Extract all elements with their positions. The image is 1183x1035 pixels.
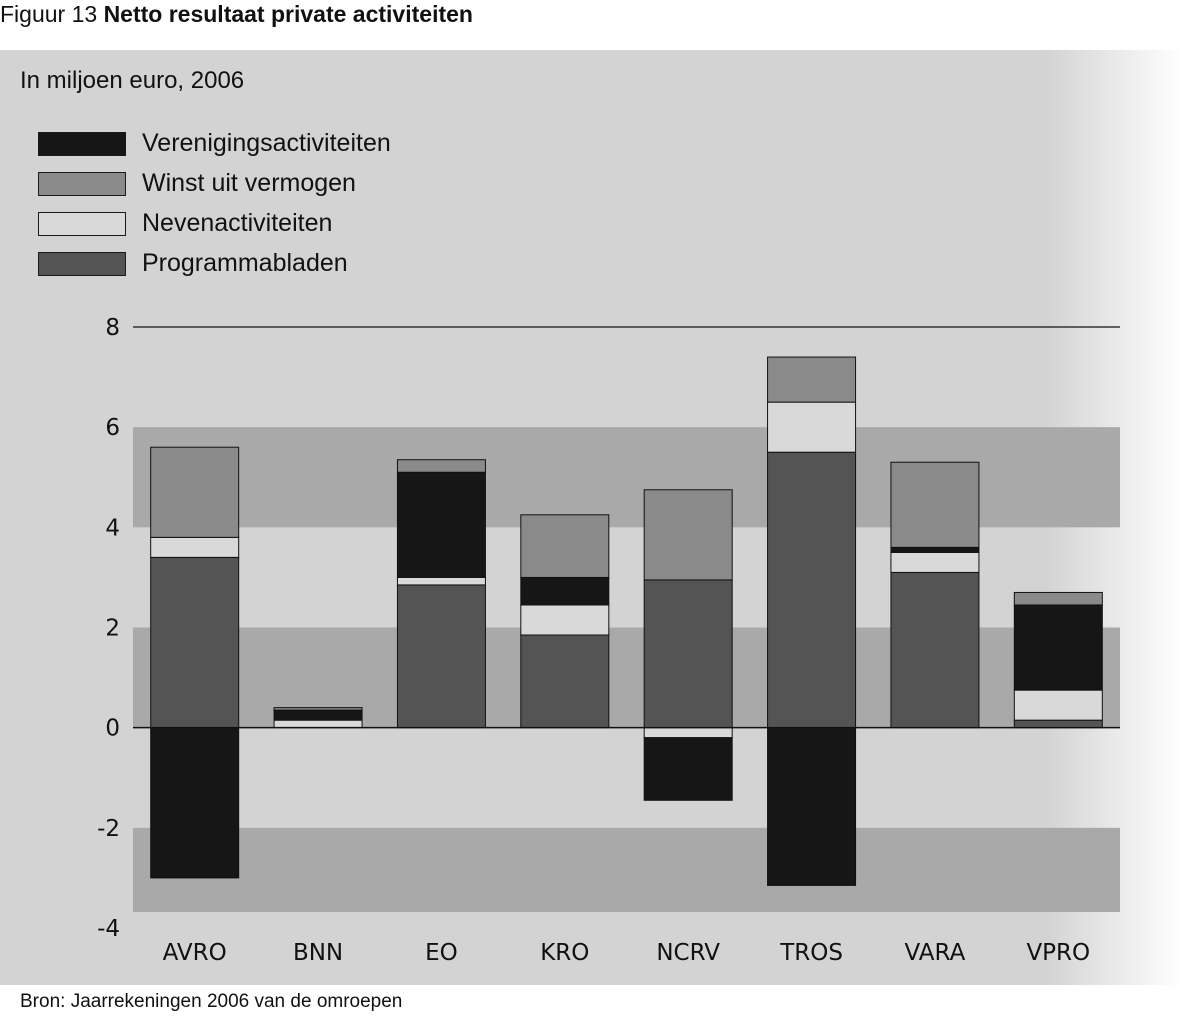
bar-vara-verenigingsactiviteiten [890, 546, 980, 553]
bar-tros-verenigingsactiviteiten [767, 727, 857, 886]
figure-heading: Netto resultaat private activiteiten [103, 1, 473, 27]
bar-eo-programmabladen [396, 584, 486, 729]
bar-vara-nevenactiviteiten [890, 551, 980, 573]
y-tick-label-minus-4: -4 [97, 916, 120, 942]
bar-avro-winst-uit-vermogen [150, 446, 240, 538]
bar-vpro-nevenactiviteiten [1013, 689, 1103, 721]
bar-bnn-verenigingsactiviteiten [273, 709, 363, 721]
legend-label-nevenactiviteiten: Nevenactiviteiten [142, 209, 333, 237]
bar-vpro-verenigingsactiviteiten [1013, 604, 1103, 691]
bar-eo-verenigingsactiviteiten [396, 471, 486, 578]
bar-bnn-nevenactiviteiten [273, 719, 363, 729]
chart-subtitle: In miljoen euro, 2006 [20, 67, 245, 94]
y-tick-label-4: 4 [105, 515, 120, 541]
bar-tros-nevenactiviteiten [767, 401, 857, 453]
bar-kro-programmabladen [520, 634, 610, 729]
bar-tros-winst-uit-vermogen [767, 356, 857, 403]
bar-tros-programmabladen [767, 451, 857, 729]
bar-vpro-winst-uit-vermogen [1013, 591, 1103, 606]
bar-avro-programmabladen [150, 556, 240, 729]
y-tick-label-8: 8 [105, 315, 120, 341]
legend-item-programmabladen: Programmabladen [38, 249, 478, 277]
bar-kro-verenigingsactiviteiten [520, 576, 610, 606]
x-tick-label-tros: TROS [779, 940, 843, 966]
y-tick-label-minus-2: -2 [97, 816, 120, 842]
bar-vpro-programmabladen [1013, 719, 1103, 729]
x-tick-label-eo: EO [425, 940, 458, 966]
legend-label-programmabladen: Programmabladen [142, 249, 348, 277]
legend-item-winst-uit-vermogen: Winst uit vermogen [38, 169, 478, 197]
legend-label-winst-uit-vermogen: Winst uit vermogen [142, 169, 356, 197]
bar-ncrv-verenigingsactiviteiten [643, 737, 733, 801]
figure-number: Figuur 13 [0, 1, 98, 27]
legend-label-verenigingsactiviteiten: Verenigingsactiviteiten [142, 129, 391, 157]
legend-swatch-winst-uit-vermogen [38, 172, 126, 196]
legend-item-nevenactiviteiten: Nevenactiviteiten [38, 209, 478, 237]
bar-avro-nevenactiviteiten [150, 536, 240, 558]
bar-vara-programmabladen [890, 571, 980, 729]
bar-eo-winst-uit-vermogen [396, 459, 486, 473]
x-tick-label-avro: AVRO [163, 940, 227, 966]
x-tick-label-vpro: VPRO [1026, 940, 1090, 966]
y-tick-label-6: 6 [105, 415, 120, 441]
bar-ncrv-nevenactiviteiten [643, 727, 733, 739]
legend-item-verenigingsactiviteiten: Verenigingsactiviteiten [38, 129, 478, 157]
grid-band-2 [133, 827, 1120, 912]
bar-eo-nevenactiviteiten [396, 576, 486, 586]
x-tick-label-kro: KRO [540, 940, 589, 966]
source-note: Bron: Jaarrekeningen 2006 van de omroepe… [20, 991, 403, 1012]
bar-kro-nevenactiviteiten [520, 604, 610, 636]
x-tick-label-bnn: BNN [293, 940, 343, 966]
x-tick-label-ncrv: NCRV [656, 940, 720, 966]
bar-bnn-winst-uit-vermogen [273, 707, 363, 711]
x-tick-label-vara: VARA [905, 940, 966, 966]
bar-vara-winst-uit-vermogen [890, 461, 980, 548]
y-tick-label-0: 0 [105, 716, 120, 742]
bar-avro-verenigingsactiviteiten [150, 727, 240, 879]
legend-swatch-programmabladen [38, 252, 126, 276]
legend-swatch-verenigingsactiviteiten [38, 132, 126, 156]
bar-ncrv-programmabladen [643, 579, 733, 729]
legend-swatch-nevenactiviteiten [38, 212, 126, 236]
y-tick-label-2: 2 [105, 616, 120, 642]
bar-kro-winst-uit-vermogen [520, 514, 610, 578]
figure-title: Figuur 13 Netto resultaat private activi… [0, 0, 473, 30]
bar-ncrv-winst-uit-vermogen [643, 489, 733, 581]
